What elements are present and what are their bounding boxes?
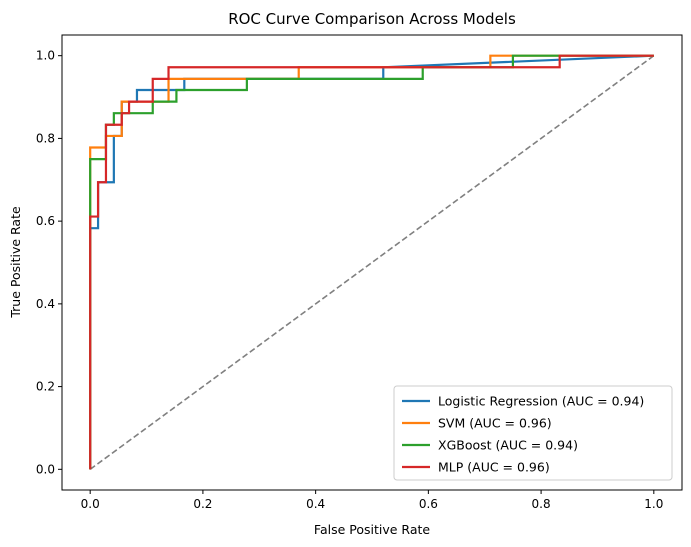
legend-entry-label: XGBoost (AUC = 0.94): [438, 438, 578, 453]
legend-entry-label: Logistic Regression (AUC = 0.94): [438, 394, 644, 409]
legend-box: [393, 385, 673, 481]
y-tick-label: 0.6: [36, 214, 55, 228]
chart-title: ROC Curve Comparison Across Models: [228, 10, 516, 28]
legend-entry-label: SVM (AUC = 0.96): [438, 416, 552, 431]
roc-line-series-3: [89, 54, 654, 470]
x-tick-label: 0.2: [193, 497, 212, 511]
x-axis-label: False Positive Rate: [314, 522, 430, 537]
y-tick-label: 0.2: [36, 380, 55, 394]
x-tick-label: 0.4: [306, 497, 325, 511]
legend-entry-label: MLP (AUC = 0.96): [438, 460, 550, 475]
x-tick-label: 0.6: [419, 497, 438, 511]
y-tick-label: 0.4: [36, 297, 55, 311]
legend: Logistic Regression (AUC = 0.94) SVM (AUC…: [393, 385, 673, 481]
y-tick-label: 0.0: [36, 462, 55, 476]
x-tick-label: 0.0: [81, 497, 100, 511]
axis-ticks: 0.0 0.2 0.4 0.6 0.8 1.0 0.0 0.2 0.4 0.6 0.8 1.0: [36, 49, 663, 511]
plot-area: [89, 54, 655, 470]
x-tick-label: 0.8: [532, 497, 551, 511]
y-tick-label: 1.0: [36, 49, 55, 63]
plot-frame: [61, 34, 683, 491]
y-axis-label: True Positive Rate: [8, 206, 23, 319]
y-tick-label: 0.8: [36, 131, 55, 145]
x-tick-label: 1.0: [644, 497, 663, 511]
